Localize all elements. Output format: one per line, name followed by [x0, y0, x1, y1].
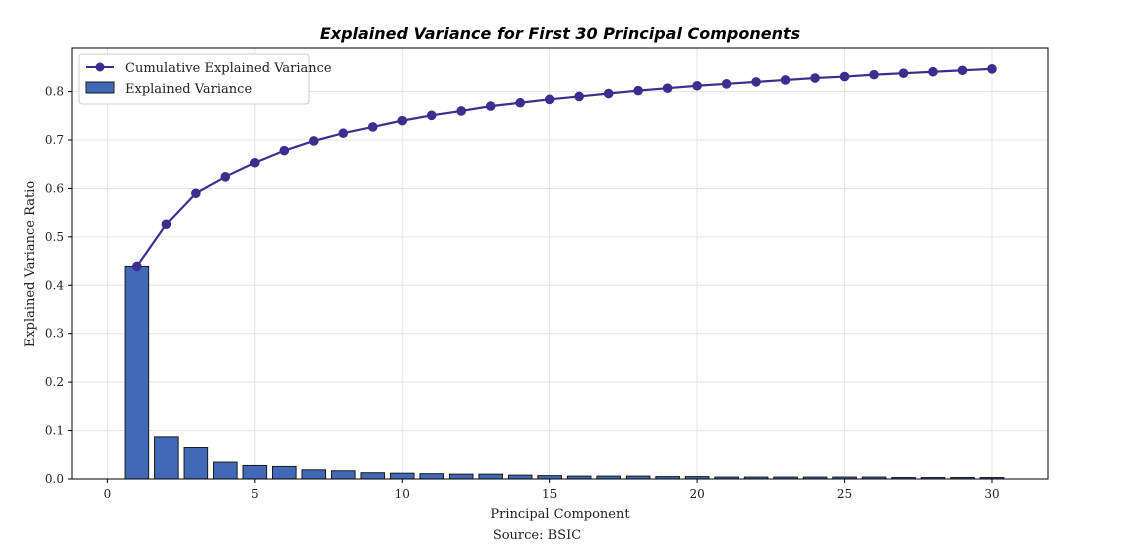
cumulative-point-19: [662, 83, 673, 93]
x-tick-label: 25: [837, 487, 852, 501]
bar-8: [330, 470, 356, 480]
cumulative-point-20: [692, 80, 702, 91]
y-tick-label: 0.2: [45, 375, 64, 389]
bar-6: [272, 465, 297, 480]
y-axis-ticks: 0.0 0.1 0.2 0.3 0.4 0.5 0.6 0.7 0.8: [45, 85, 72, 486]
bar-11: [419, 473, 445, 480]
y-axis-label: Explained Variance Ratio: [23, 181, 38, 347]
cumulative-point-4: [220, 172, 231, 182]
bar-14: [507, 474, 533, 480]
x-axis-ticks: 0 5 10 15 20 25 30: [104, 479, 1000, 501]
y-tick-label: 0.7: [45, 133, 64, 147]
cumulative-point-12: [456, 106, 467, 116]
cumulative-point-7: [308, 136, 319, 146]
bar-4: [213, 461, 238, 480]
x-axis-label: Principal Component: [490, 507, 630, 522]
legend-box: [78, 53, 310, 105]
legend-label-cumulative: Cumulative Explained Variance: [125, 61, 332, 76]
legend-marker-swatch: [95, 62, 105, 72]
cumulative-point-22: [751, 77, 761, 87]
cumulative-point-16: [574, 91, 584, 102]
cumulative-point-13: [485, 101, 496, 111]
x-tick-label: 10: [395, 487, 410, 501]
x-tick-label: 0: [104, 487, 112, 501]
bar-2: [154, 436, 179, 480]
bar-9: [360, 472, 386, 480]
cumulative-point-3: [191, 188, 201, 199]
cumulative-point-6: [279, 145, 290, 156]
x-tick-label: 15: [542, 487, 557, 501]
source-note: Source: BSIC: [493, 528, 581, 543]
x-tick-label: 30: [984, 487, 999, 501]
legend-label-explained: Explained Variance: [125, 82, 252, 97]
bar-15: [537, 475, 562, 480]
cumulative-point-23: [780, 75, 791, 85]
cumulative-point-21: [721, 79, 732, 89]
legend: Cumulative Explained Variance Explained …: [78, 53, 332, 105]
cumulative-point-15: [544, 94, 555, 105]
y-tick-label: 0.5: [45, 230, 64, 244]
cumulative-point-30: [987, 64, 997, 74]
y-tick-label: 0.3: [45, 327, 64, 341]
plot-frame: [71, 47, 1049, 480]
x-tick-label: 5: [251, 487, 259, 501]
cumulative-line: [135, 67, 993, 268]
bar-3: [183, 447, 209, 480]
cumulative-point-26: [869, 69, 879, 80]
y-tick-label: 0.8: [45, 85, 64, 99]
cumulative-point-1: [132, 261, 142, 272]
bar-series: [124, 265, 1005, 480]
cumulative-point-24: [810, 73, 820, 83]
bar-10: [389, 472, 415, 480]
x-tick-label: 20: [689, 487, 704, 501]
chart-title: Explained Variance for First 30 Principa…: [320, 24, 800, 43]
y-tick-label: 0.4: [45, 278, 64, 292]
cumulative-point-14: [515, 97, 525, 108]
line-series: [132, 64, 997, 272]
cumulative-point-28: [928, 66, 938, 77]
cumulative-point-5: [250, 157, 260, 168]
cumulative-point-8: [338, 128, 349, 139]
y-tick-label: 0.1: [45, 424, 64, 438]
y-tick-label: 0.6: [45, 181, 64, 195]
bar-12: [448, 473, 474, 480]
cumulative-point-25: [839, 71, 850, 82]
bar-1: [124, 265, 150, 480]
cumulative-point-27: [898, 68, 909, 78]
cumulative-point-10: [397, 115, 408, 126]
grid-lines: [72, 48, 1048, 480]
bar-13: [478, 473, 504, 480]
cumulative-point-9: [367, 122, 378, 132]
y-tick-label: 0.0: [45, 472, 64, 486]
cumulative-point-29: [957, 65, 968, 76]
legend-bar-swatch: [85, 81, 115, 94]
cumulative-point-18: [633, 85, 643, 96]
bar-7: [301, 469, 327, 480]
cumulative-point-11: [426, 110, 437, 121]
cumulative-point-2: [161, 219, 172, 230]
cumulative-point-17: [603, 88, 614, 99]
bar-5: [242, 464, 268, 480]
